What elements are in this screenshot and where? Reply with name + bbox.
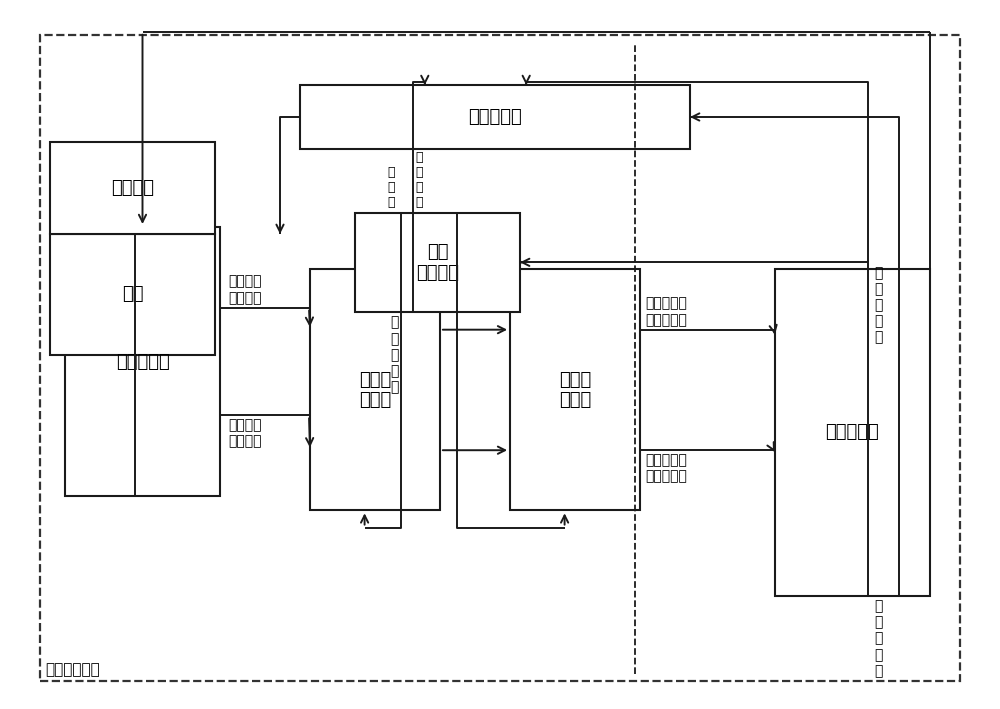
Bar: [65, 227, 220, 496]
Bar: [50, 142, 215, 234]
Text: 伺服电机: 伺服电机: [111, 179, 154, 197]
Bar: [50, 234, 215, 354]
Text: 幅值校
正单元: 幅值校 正单元: [359, 371, 391, 409]
Text: 误差
表征单元: 误差 表征单元: [416, 243, 459, 281]
Text: 正弦绕组校
正输出信号: 正弦绕组校 正输出信号: [645, 453, 687, 484]
Bar: [775, 269, 930, 596]
Text: 伺服控制器: 伺服控制器: [468, 108, 522, 126]
Text: 余弦绕组校
正输出信号: 余弦绕组校 正输出信号: [645, 296, 687, 327]
Text: 旋变解调器: 旋变解调器: [826, 423, 879, 442]
Bar: [300, 85, 690, 149]
Text: 旋转变压器: 旋转变压器: [116, 352, 169, 371]
Text: 伺服控制单元: 伺服控制单元: [45, 662, 100, 677]
Text: 解
算
角
速
度: 解 算 角 速 度: [874, 599, 882, 678]
Text: 波
幅
值: 波 幅 值: [387, 166, 395, 209]
Text: 二
次
谐
波: 二 次 谐 波: [415, 151, 423, 209]
Bar: [510, 269, 640, 510]
Text: 余弦绕组
输出信号: 余弦绕组 输出信号: [228, 274, 262, 305]
Text: 相角校
正单元: 相角校 正单元: [559, 371, 591, 409]
Text: 正弦绕组
输出信号: 正弦绕组 输出信号: [228, 418, 262, 449]
Bar: [355, 213, 520, 312]
Text: 解
算
角
速
度: 解 算 角 速 度: [874, 266, 882, 345]
Text: 负载: 负载: [122, 285, 143, 303]
Bar: [310, 269, 440, 510]
Text: 指
令
角
速
度: 指 令 角 速 度: [391, 316, 399, 394]
